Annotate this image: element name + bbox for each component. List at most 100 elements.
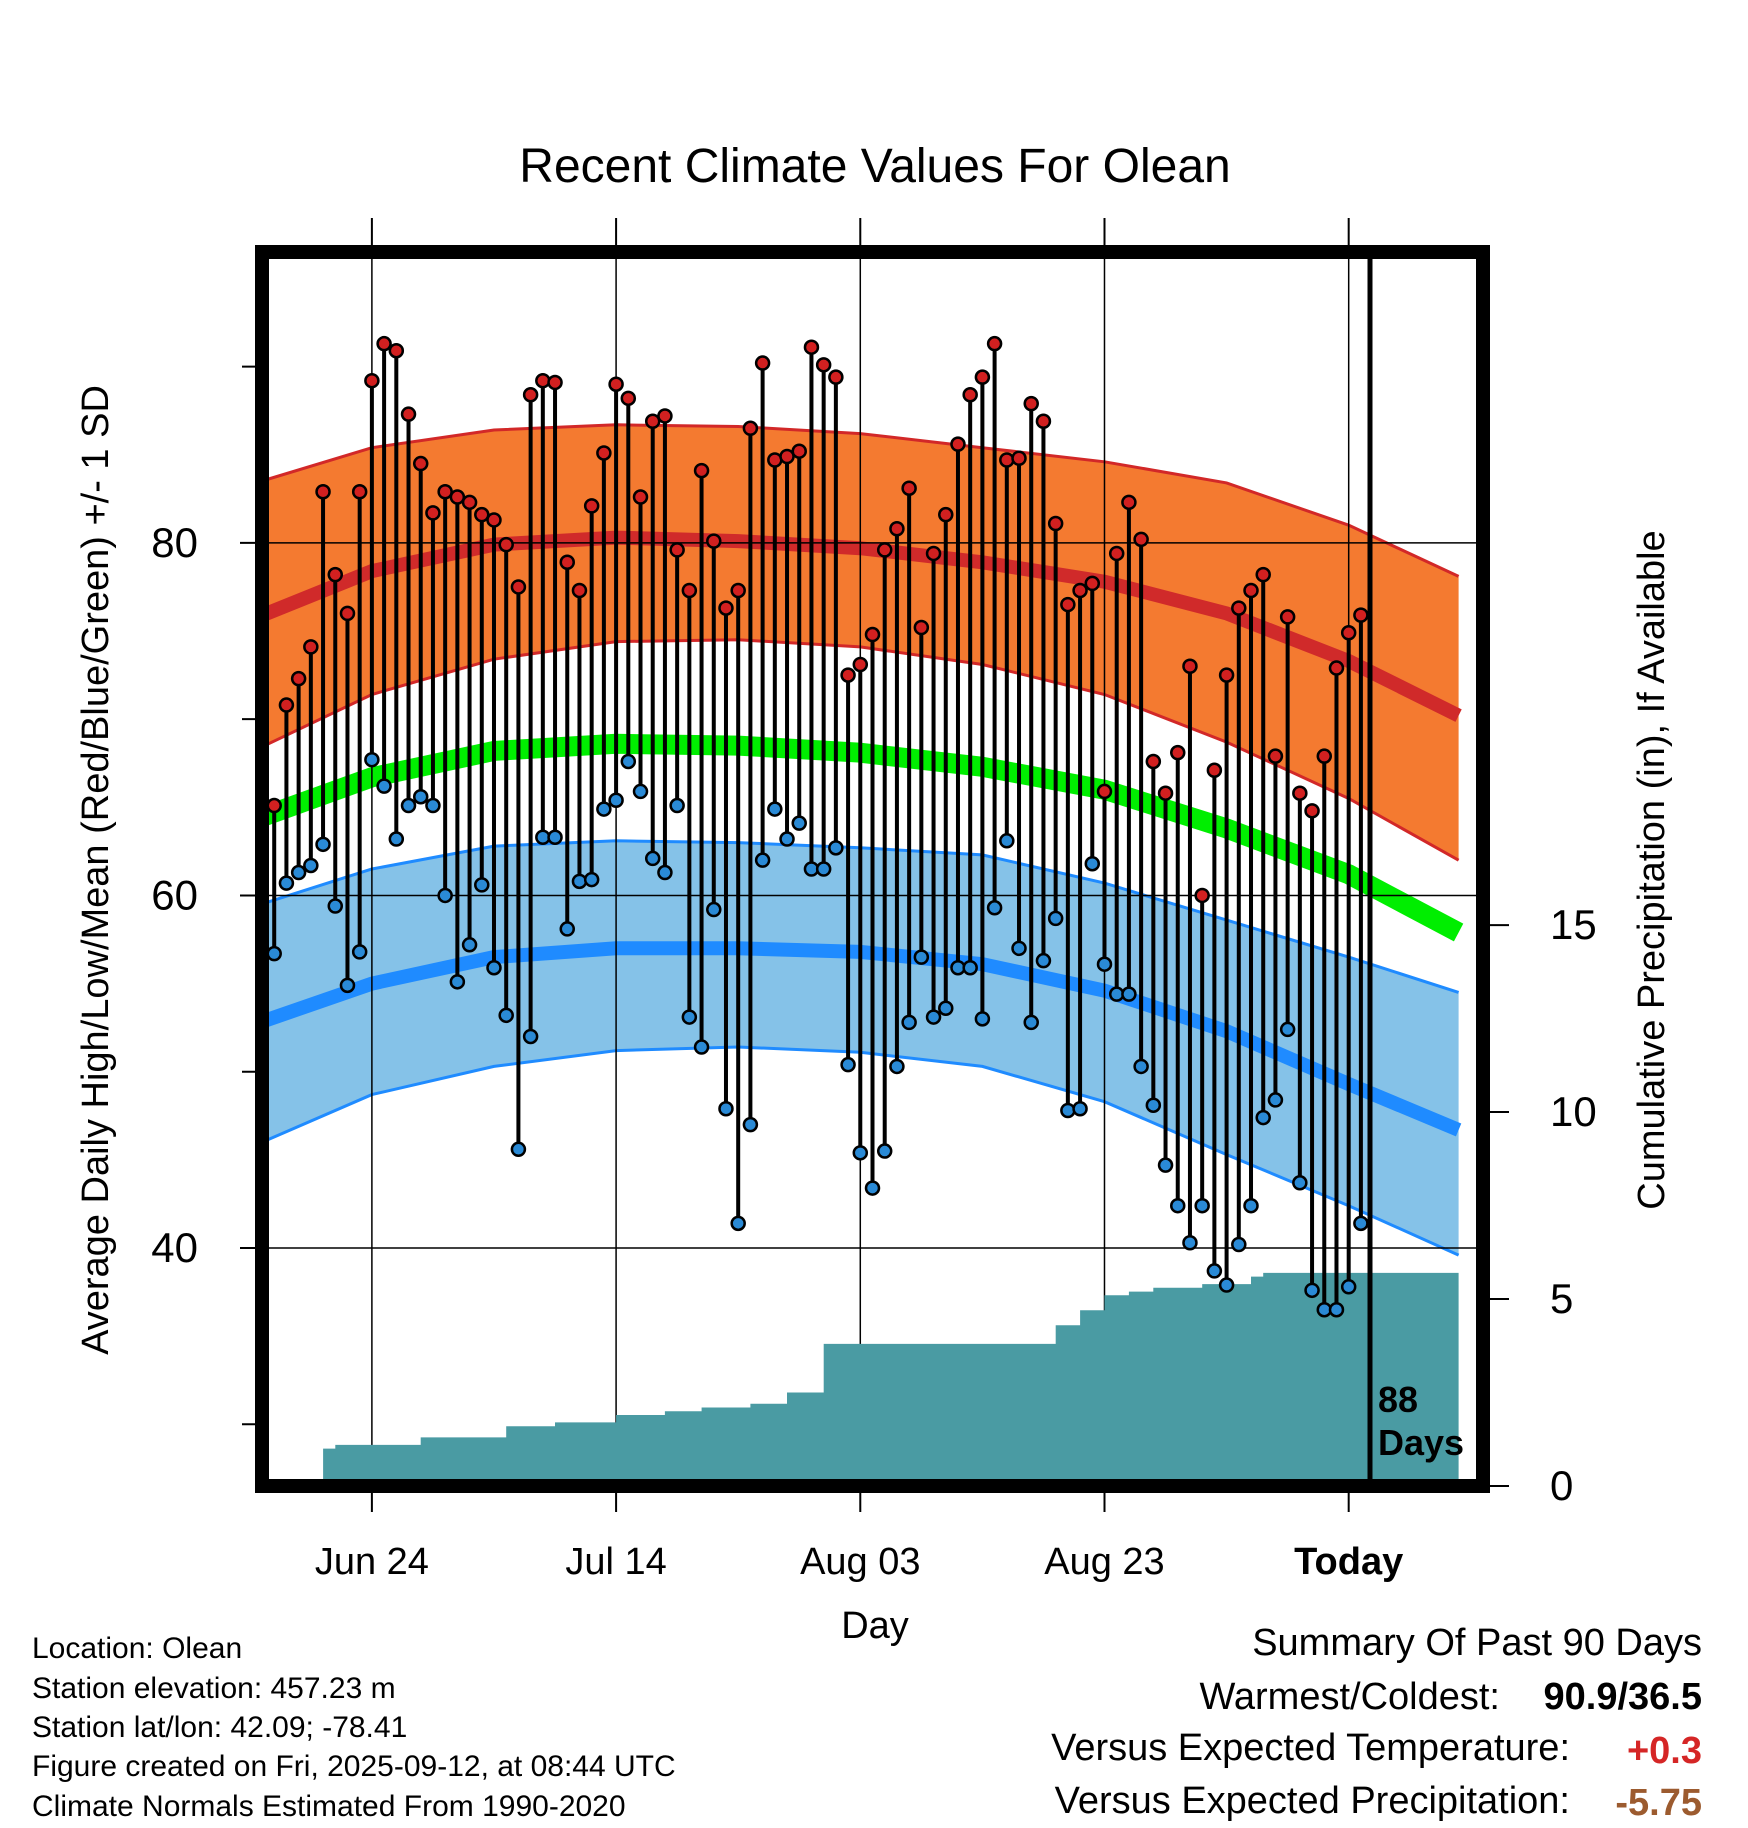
daily-high-dot (547, 374, 563, 391)
daily-high-dot (742, 420, 759, 437)
daily-low-dot (1133, 1058, 1149, 1075)
daily-low-dot (1145, 1097, 1162, 1113)
daily-high-dot (950, 436, 966, 452)
warmest-coldest-value: 90.9/36.5 (1544, 1676, 1702, 1718)
daily-high-dot (1328, 660, 1345, 676)
daily-low-dot (742, 1116, 759, 1133)
daily-high-dot (1011, 450, 1027, 467)
daily-high-dot (889, 521, 905, 537)
daily-low-dot (303, 857, 319, 874)
daily-high-dot (351, 483, 368, 500)
daily-low-dot (1121, 986, 1137, 1002)
daily-high-dot (901, 480, 917, 496)
daily-high-dot (999, 452, 1015, 468)
daily-high-dot (608, 376, 624, 392)
daily-low-dot (791, 815, 807, 831)
daily-high-dot (1084, 575, 1101, 592)
climate-normals-period: Climate Normals Estimated From 1990-2020 (32, 1790, 626, 1823)
daily-high-dot (1267, 748, 1284, 764)
summary-panel: Summary Of Past 90 Days Warmest/Coldest:… (1051, 1622, 1702, 1824)
daily-high-dot (852, 656, 869, 673)
daily-low-dot (1011, 940, 1027, 957)
daily-low-dot (986, 900, 1003, 916)
daily-high-dot (364, 372, 380, 389)
daily-low-dot (620, 753, 637, 770)
daily-low-dot (815, 861, 832, 877)
y-tick-label-right: 5 (1550, 1275, 1573, 1322)
daily-low-dot (1096, 956, 1113, 972)
y-tick-label-right: 15 (1550, 901, 1597, 948)
daily-high-dot (339, 605, 356, 622)
daily-low-dot (864, 1180, 881, 1196)
chart-title: Recent Climate Values For Olean (519, 140, 1230, 193)
daily-low-dot (1194, 1197, 1210, 1214)
daily-low-dot (828, 840, 844, 856)
figure-created: Figure created on Fri, 2025-09-12, at 08… (32, 1750, 676, 1783)
daily-high-dot (425, 505, 441, 521)
daily-high-dot (596, 445, 612, 461)
station-info: Location: Olean Station elevation: 457.2… (32, 1632, 676, 1823)
daily-low-dot (901, 1014, 917, 1031)
y-tick-label-left: 40 (151, 1224, 198, 1271)
daily-low-dot (681, 1009, 698, 1025)
daily-low-dot (1340, 1279, 1357, 1295)
daily-high-dot (1121, 494, 1137, 511)
daily-high-dot (571, 582, 588, 599)
daily-high-dot (474, 506, 490, 523)
daily-high-dot (1133, 531, 1149, 548)
daily-low-dot (754, 852, 771, 868)
daily-low-dot (1047, 910, 1064, 927)
daily-high-dot (840, 667, 856, 683)
daily-low-dot (571, 873, 588, 890)
daily-low-dot (1060, 1102, 1076, 1119)
daily-low-dot (547, 829, 563, 846)
y-tick-label-right: 0 (1550, 1462, 1573, 1509)
daily-high-dot (779, 448, 795, 465)
daily-high-dot (486, 512, 502, 528)
precip-area-group (262, 1272, 1459, 1486)
x-tick-label: Jun 24 (315, 1541, 429, 1583)
daily-low-dot (400, 797, 417, 814)
x-tick-label: Aug 03 (800, 1541, 920, 1583)
daily-high-dot (535, 372, 551, 389)
daily-low-dot (669, 797, 685, 814)
daily-high-dot (681, 582, 698, 599)
daily-high-dot (303, 639, 319, 655)
daily-high-dot (644, 413, 661, 429)
daily-low-dot (999, 833, 1015, 849)
daily-high-dot (1157, 785, 1174, 801)
daily-high-dot (1023, 395, 1039, 412)
daily-low-dot (718, 1100, 734, 1117)
daily-high-dot (1072, 582, 1088, 599)
warmest-coldest-label: Warmest/Coldest: (1199, 1676, 1500, 1718)
daily-low-dot (1072, 1100, 1088, 1117)
daily-low-dot (449, 974, 466, 990)
daily-high-dot (1243, 582, 1259, 599)
daily-low-dot (876, 1143, 893, 1159)
daily-low-dot (1023, 1014, 1039, 1031)
daily-high-dot (1353, 607, 1369, 623)
daily-high-dot (986, 335, 1003, 352)
daily-low-dot (1231, 1236, 1247, 1253)
daily-high-dot (1170, 744, 1186, 761)
station-elevation: Station elevation: 457.23 m (32, 1672, 396, 1705)
expected-temp-label: Versus Expected Temperature: (1051, 1727, 1570, 1769)
daily-low-dot (962, 959, 978, 976)
daily-low-dot (290, 864, 307, 881)
daily-low-dot (1255, 1109, 1271, 1126)
daily-high-dot (559, 554, 575, 571)
daily-high-dot (1340, 625, 1357, 641)
daily-low-dot (840, 1056, 856, 1073)
daily-low-dot (1084, 855, 1101, 872)
daily-low-dot (437, 887, 453, 904)
daily-low-dot (974, 1011, 991, 1027)
daily-low-dot (1304, 1282, 1320, 1299)
daily-high-dot (938, 506, 954, 523)
daily-low-dot (767, 801, 783, 817)
daily-high-dot (632, 489, 649, 505)
daily-low-dot (559, 921, 575, 937)
daily-high-dot (1047, 515, 1064, 532)
daily-low-dot (852, 1145, 869, 1161)
daily-high-dot (315, 483, 331, 500)
daily-range-stems (272, 343, 1363, 1310)
